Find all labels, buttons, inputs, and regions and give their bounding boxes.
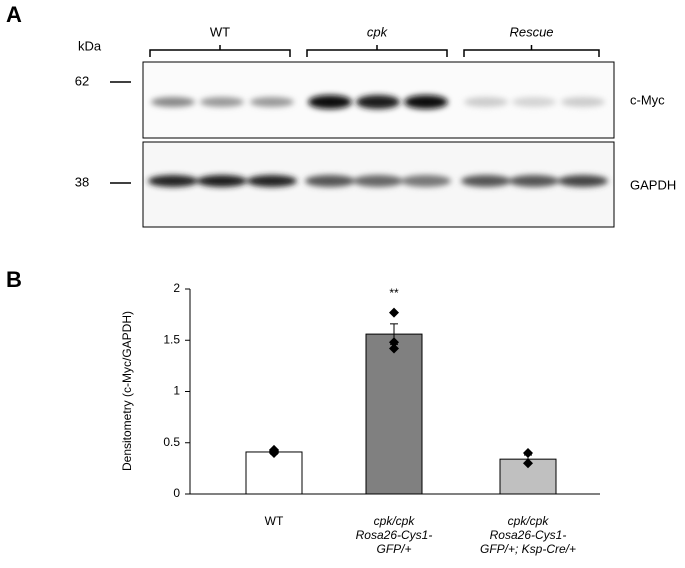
- band: [305, 175, 355, 187]
- group-label: WT: [210, 24, 230, 39]
- band: [151, 97, 195, 107]
- band: [512, 97, 556, 107]
- data-point: [269, 444, 279, 455]
- group-label: cpk: [367, 24, 389, 39]
- data-point: [389, 307, 399, 318]
- annotation: **: [389, 286, 399, 300]
- y-tick-label: 2: [173, 281, 180, 295]
- band: [558, 175, 608, 187]
- x-tick-label: cpk/cpk: [508, 514, 550, 528]
- x-tick-label: GFP/+: [376, 542, 411, 556]
- band: [250, 97, 294, 107]
- band: [148, 175, 198, 187]
- data-point: [523, 458, 533, 469]
- band: [404, 95, 448, 109]
- bracket: [149, 49, 291, 57]
- bands: [148, 95, 608, 187]
- band: [247, 175, 297, 187]
- y-tick-label: 0: [173, 486, 180, 500]
- y-tick-label: 1.5: [163, 332, 180, 346]
- bracket: [463, 49, 600, 57]
- marker-label: 62: [75, 73, 89, 88]
- x-tick-label: WT: [265, 514, 284, 528]
- bar: [245, 451, 303, 495]
- bracket: [306, 49, 448, 57]
- y-tick-label: 1: [173, 384, 180, 398]
- groups: WT cpk Rescue: [149, 24, 600, 57]
- group-label: Rescue: [509, 24, 553, 39]
- band: [561, 97, 605, 107]
- band: [308, 95, 352, 109]
- panel-label: B: [6, 267, 22, 292]
- band: [461, 175, 511, 187]
- band: [200, 97, 244, 107]
- band: [401, 175, 451, 187]
- band: [197, 175, 247, 187]
- band: [353, 175, 403, 187]
- x-tick-label: Rosa26-Cys1-: [490, 528, 567, 542]
- band-label: GAPDH: [630, 177, 676, 192]
- y-tick-label: 0.5: [163, 435, 180, 449]
- data-point: [523, 448, 533, 458]
- marker-label: 38: [75, 174, 89, 189]
- band-label: c-Myc: [630, 92, 665, 107]
- x-tick-label: GFP/+; Ksp-Cre/+: [480, 542, 576, 556]
- unit-label: kDa: [78, 38, 102, 53]
- y-axis-label: Densitometry (c-Myc/GAPDH): [120, 311, 134, 471]
- band: [464, 97, 508, 107]
- data-point: [389, 343, 399, 354]
- x-tick-label: Rosa26-Cys1-: [356, 528, 433, 542]
- band: [509, 175, 559, 187]
- x-tick-label: cpk/cpk: [374, 514, 416, 528]
- band: [356, 95, 400, 109]
- bar: [365, 333, 423, 495]
- data-point: [389, 337, 399, 348]
- panel-label: A: [6, 2, 22, 27]
